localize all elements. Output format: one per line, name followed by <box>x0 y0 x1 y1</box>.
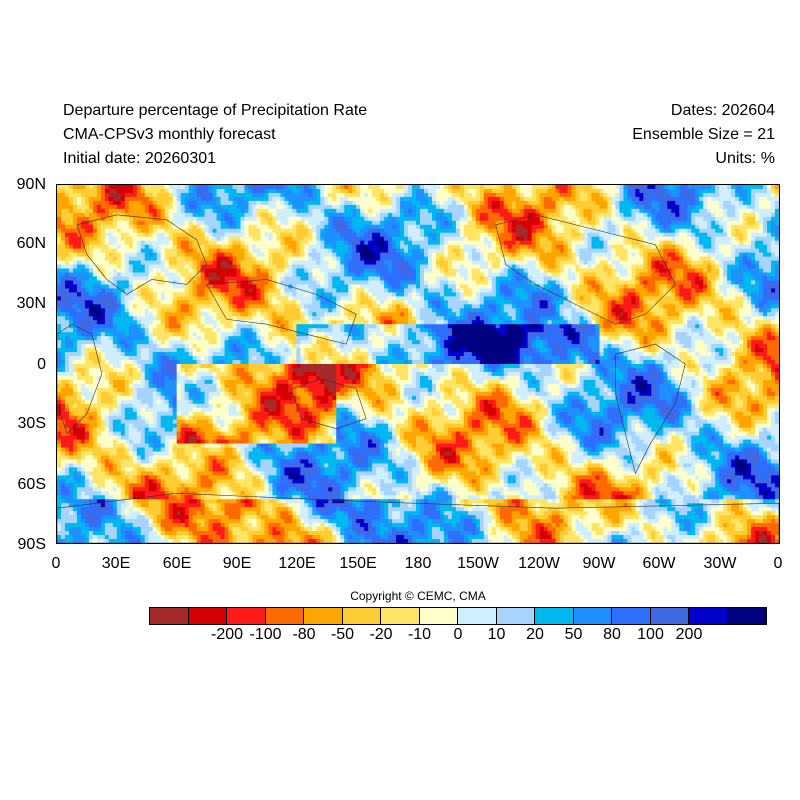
lon-label-30e: 30E <box>101 555 131 572</box>
legend-label: 100 <box>637 626 664 643</box>
lon-label-360: 0 <box>773 555 783 572</box>
lon-label-0: 0 <box>51 555 61 572</box>
legend-label: -50 <box>330 626 355 643</box>
coastline <box>290 378 367 429</box>
legend-swatch <box>727 608 766 624</box>
forecast-dates: Dates: 202604 <box>670 102 775 119</box>
legend-swatch <box>573 608 612 624</box>
lon-label-150e: 150E <box>339 555 377 572</box>
ensemble-size: Ensemble Size = 21 <box>632 126 775 143</box>
legend-swatch <box>650 608 689 624</box>
lat-label-30s: 30S <box>17 415 46 432</box>
lat-label-60n: 60N <box>16 235 46 252</box>
model-name: CMA-CPSv3 monthly forecast <box>63 126 276 143</box>
lat-label-90n: 90N <box>16 176 46 193</box>
map-field <box>57 185 779 543</box>
legend-swatch <box>265 608 304 624</box>
legend-label: 200 <box>675 626 703 643</box>
legend-swatch <box>496 608 535 624</box>
lon-label-60w: 60W <box>642 555 676 572</box>
legend-swatch <box>612 608 651 624</box>
coastline <box>495 214 676 325</box>
legend-label: 0 <box>453 626 463 643</box>
lon-label-150w: 150W <box>457 555 499 572</box>
legend-swatch <box>150 608 189 624</box>
legend-swatch <box>342 608 381 624</box>
lat-label-eq: 0 <box>37 356 46 373</box>
legend-label: -200 <box>210 626 244 643</box>
legend-label: -10 <box>407 626 432 643</box>
legend-swatch <box>381 608 420 624</box>
lon-label-120w: 120W <box>518 555 560 572</box>
units-label: Units: % <box>715 150 775 167</box>
coastline <box>615 343 686 475</box>
legend-swatch <box>535 608 574 624</box>
legend-swatch <box>304 608 343 624</box>
legend-swatch <box>188 608 227 624</box>
lat-label-30n: 30N <box>16 295 46 312</box>
precipitation-map <box>56 184 780 544</box>
lon-label-90w: 90W <box>582 555 616 572</box>
legend-label: -100 <box>249 626 282 643</box>
coastline <box>76 214 207 295</box>
initial-date: Initial date: 20260301 <box>63 150 217 167</box>
lon-label-120e: 120E <box>278 555 316 572</box>
legend-label: -20 <box>369 626 393 643</box>
coastline <box>206 279 357 345</box>
legend-label: 20 <box>526 626 544 643</box>
legend-label: 80 <box>603 626 621 643</box>
coastline <box>57 323 103 435</box>
lat-label-90s: 90S <box>17 536 46 553</box>
lon-label-60e: 60E <box>162 555 192 572</box>
map-title: Departure percentage of Precipitation Ra… <box>63 102 368 119</box>
legend-label: 10 <box>487 626 506 643</box>
coastline <box>57 492 779 543</box>
legend-swatch <box>458 608 497 624</box>
lon-label-180: 180 <box>404 555 432 572</box>
lat-label-60s: 60S <box>17 476 46 493</box>
legend-label: -80 <box>292 626 316 643</box>
legend-swatch <box>689 608 728 624</box>
copyright-text: Copyright © CEMC, CMA <box>350 589 486 603</box>
lon-label-30w: 30W <box>703 555 737 572</box>
legend-swatch <box>419 608 458 624</box>
lon-label-90e: 90E <box>222 555 252 572</box>
legend-swatch <box>227 608 266 624</box>
legend-label: 50 <box>564 626 583 643</box>
color-legend-bar <box>149 607 767 625</box>
